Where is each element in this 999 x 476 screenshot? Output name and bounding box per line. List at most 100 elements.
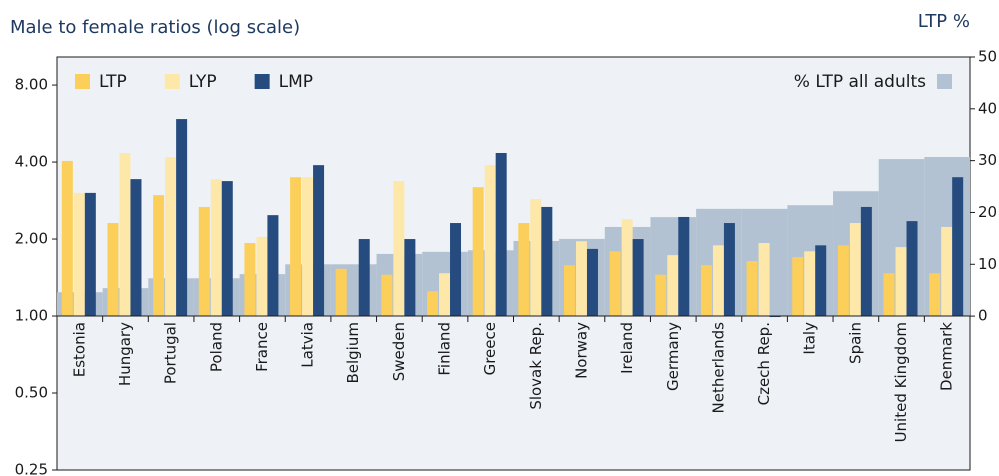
bar [244,242,256,317]
bar [678,216,690,317]
x-tick-label: Poland [207,322,225,372]
bar [575,241,587,317]
x-tick-label: Italy [801,322,819,355]
y2-tick-label: 10 [978,255,997,273]
y-tick-label: 8.00 [15,76,48,94]
x-tick-label: Portugal [162,322,180,384]
bar [667,255,679,317]
legend-swatch [937,74,952,89]
x-tick-label: Norway [572,322,590,379]
bar [563,265,575,317]
y2-tick-label: 0 [978,307,988,325]
x-tick-label: Greece [481,322,499,375]
bar [404,239,416,317]
bar [837,245,849,317]
y2-tick-label: 30 [978,151,997,169]
x-tick-label: Finland [436,322,454,376]
bar [712,245,724,317]
bar [792,257,804,317]
bar [484,165,496,317]
legend-swatch [254,74,270,89]
bar [107,223,119,317]
bar [952,177,964,317]
bar [621,219,633,317]
bar [758,242,770,317]
bar [221,181,233,317]
bar [746,261,758,317]
y2-tick-label: 40 [978,99,997,117]
x-tick-label: Spain [846,322,864,364]
legend-swatch [164,74,180,89]
bar [439,273,451,317]
bar [73,192,85,317]
bar [804,251,816,317]
bar [609,251,621,317]
bar [472,187,484,317]
bar [427,291,439,317]
bar [256,236,268,317]
legend-label: % LTP all adults [794,72,926,92]
x-tick-label: France [253,322,271,372]
x-tick-label: United Kingdom [892,322,910,442]
bar [495,152,507,317]
bar [849,223,861,317]
bar [723,223,735,317]
bar [450,223,462,317]
bar [883,273,895,317]
bar [176,119,188,317]
x-tick-label: Ireland [618,322,636,374]
y-tick-label: 1.00 [15,307,48,325]
bar [313,165,325,317]
bar [906,221,918,317]
bar [84,192,96,317]
bar [153,195,165,317]
bar [895,247,907,317]
bar [335,268,347,317]
y2-tick-label: 50 [978,48,997,66]
chart-title: Male to female ratios (log scale) [10,17,300,38]
bar [210,179,222,317]
x-tick-label: Denmark [938,322,956,391]
y2-axis-title: LTP % [918,11,970,32]
legend-label: LMP [279,72,313,92]
y-tick-label: 0.50 [15,384,48,402]
bar [655,274,667,317]
y-tick-label: 0.25 [15,461,48,476]
bar [165,157,177,317]
y2-tick-label: 20 [978,203,997,221]
legend-swatch [75,74,90,89]
x-tick-label: Germany [664,322,682,391]
x-tick-label: Latvia [299,322,317,368]
bar [860,206,872,317]
x-tick-label: Czech Rep. [755,322,773,405]
y-tick-label: 2.00 [15,230,48,248]
bar [302,177,314,317]
bar [541,206,553,317]
bar [632,239,644,317]
bar [381,274,393,317]
bar [61,160,73,317]
bar [929,273,941,317]
x-tick-label: Sweden [390,322,408,381]
x-tick-label: Estonia [70,322,88,377]
bar [941,226,953,317]
bar [130,179,142,317]
bar [119,152,131,317]
bar [393,181,405,317]
x-tick-label: Hungary [116,322,134,386]
bar [198,206,210,317]
x-tick-label: Netherlands [709,322,727,414]
x-tick-label: Belgium [344,322,362,384]
y-tick-label: 4.00 [15,153,48,171]
bar [530,198,542,317]
bar [815,245,827,317]
bar [700,265,712,317]
legend-label: LYP [189,72,217,92]
legend-label: LTP [99,72,127,92]
bar [267,215,279,317]
bar [518,223,530,317]
bar [358,239,370,317]
bar [290,177,302,317]
bar [586,248,598,317]
